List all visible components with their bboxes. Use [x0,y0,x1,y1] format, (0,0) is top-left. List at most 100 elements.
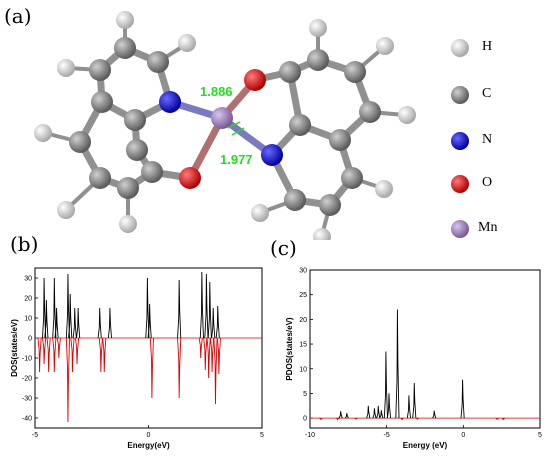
peak-mark [74,337,80,365]
y-tick-label: -10 [22,356,32,363]
x-tick-label: 5 [260,432,264,439]
y-tick-label: 25 [299,292,307,299]
legend-c-atom [451,86,469,104]
peak-mark [97,307,102,339]
series-0 [338,309,465,419]
peak-mark [383,351,388,419]
legend-n-label: N [482,132,493,147]
y-tick-label: 0 [28,336,32,343]
legend-o-label: O [482,175,493,190]
peak-mark [199,271,204,339]
peak-mark [335,417,340,421]
peak-mark [318,417,323,421]
y-tick-label: 0 [303,416,307,423]
peak-mark [107,307,112,339]
y-axis-label: PDOS(states/eV) [285,317,294,380]
peak-mark [56,337,61,359]
peak-mark [210,337,215,373]
peak-mark [76,307,81,339]
peak-mark [400,417,404,421]
peak-mark [206,337,211,379]
peak-mark [344,413,349,419]
peak-mark [52,277,57,339]
pdos-chart: -10 -5 0 5 0 5 10 15 20 25 30 Energy (eV) PDOS(state… [285,268,542,451]
series-0 [42,271,220,339]
peak-mark [415,417,420,420]
y-tick-label: 30 [24,276,32,283]
peak-mark [46,337,51,373]
peak-mark [65,337,70,423]
peak-mark [495,417,499,421]
peak-mark [72,307,77,339]
peak-mark [68,293,73,339]
peak-mark [338,411,343,419]
peak-mark [376,405,381,419]
carbon-atoms [69,37,381,216]
oxygen-atoms [179,69,266,189]
peak-mark [54,307,59,339]
panel-b-label: (b) [10,232,39,256]
green-bond-markers [227,121,245,136]
legend-h-label: H [482,39,493,54]
peak-mark [102,337,107,373]
peak-mark [372,408,377,419]
panel-a-label: (a) [4,4,32,28]
dos-chart: -5 0 5 30 20 10 0 -10 -20 -30 -40 Energy(eV) DOS(sta… [10,267,264,450]
peak-mark [211,307,216,339]
x-tick-label: -5 [32,432,38,439]
y-tick-label: 20 [299,317,307,324]
peak-mark [42,337,47,365]
x-axis-label: Energy (eV) [403,441,448,450]
peak-mark [198,337,203,359]
y-tick-label: 10 [299,366,307,373]
peak-mark [354,417,358,420]
legend-mn-atom [451,220,469,238]
y-tick-label: -30 [22,396,32,403]
x-tick-label: -5 [384,432,390,439]
peak-mark [98,337,103,373]
bond-label-mn-n: 1.977 [220,152,253,167]
peak-mark [70,337,75,373]
peak-mark [44,299,49,339]
hydrogen-atoms [34,11,416,240]
manganese-atom [211,107,233,129]
peak-mark [52,337,57,373]
peak-mark [379,410,384,419]
nitrogen-atoms [159,91,283,166]
peak-mark [460,379,465,419]
peak-mark [501,417,506,421]
y-tick-label: 20 [24,296,32,303]
peak-mark [432,410,437,419]
peak-mark [65,273,70,339]
molecule-structure: 1.886 1.977 [34,11,416,240]
peak-mark [213,337,218,405]
peak-mark [412,383,417,419]
y-tick-label: 15 [299,342,307,349]
peak-mark [207,281,212,339]
peak-mark [395,309,400,419]
peak-mark [145,277,150,339]
peak-mark [37,337,42,373]
peak-mark [204,273,209,339]
x-axis-label: Energy(eV) [127,441,170,450]
y-tick-label: 30 [299,268,307,275]
plot-frame [309,269,541,429]
series-1 [318,417,506,421]
peak-mark [42,277,47,339]
legend-o-atom [451,175,469,193]
y-tick-label: 10 [24,316,32,323]
legend-mn-label: Mn [478,220,498,235]
peak-mark [406,395,411,419]
panel-c-label: (c) [270,236,297,260]
peak-mark [216,337,221,375]
y-axis-label: DOS(states/eV) [10,319,19,377]
bond-label-mn-o: 1.886 [200,84,233,99]
y-tick-label: -40 [22,416,32,423]
legend-n-atom [451,132,469,150]
peak-mark [147,303,152,339]
peak-mark [386,393,392,419]
peak-mark [177,337,182,399]
x-tick-label: 0 [147,432,151,439]
legend-c-label: C [482,86,492,101]
